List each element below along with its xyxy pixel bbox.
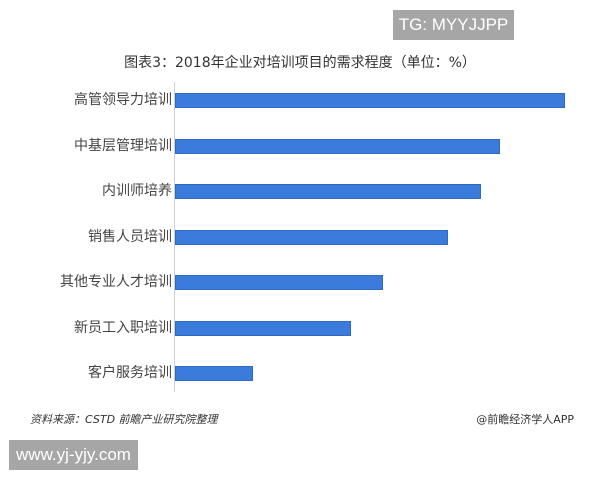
credit-note: @前瞻经济学人APP — [476, 413, 574, 426]
category-label: 其他专业人才培训 — [60, 274, 172, 290]
bar — [175, 138, 500, 154]
source-note: 资料来源：CSTD 前瞻产业研究院整理 — [30, 413, 218, 426]
bar — [175, 229, 448, 245]
chart-title: 图表3：2018年企业对培训项目的需求程度（单位：%） — [124, 55, 476, 71]
category-label: 高管领导力培训 — [74, 92, 172, 108]
category-label: 销售人员培训 — [88, 228, 172, 245]
watermark-badge-bottom: www.yj-yjy.com — [9, 440, 138, 470]
bar — [175, 366, 253, 381]
bar — [175, 184, 481, 199]
category-label: 新员工入职培训 — [74, 319, 172, 336]
bar — [175, 93, 565, 108]
bar — [175, 320, 351, 336]
category-label: 中基层管理培训 — [74, 137, 172, 154]
category-label: 客户服务培训 — [88, 365, 172, 381]
bar — [175, 275, 383, 290]
category-label: 内训师培养 — [102, 183, 172, 199]
watermark-badge-top: TG: MYYJJPP — [393, 10, 514, 40]
y-axis-line — [174, 82, 175, 392]
